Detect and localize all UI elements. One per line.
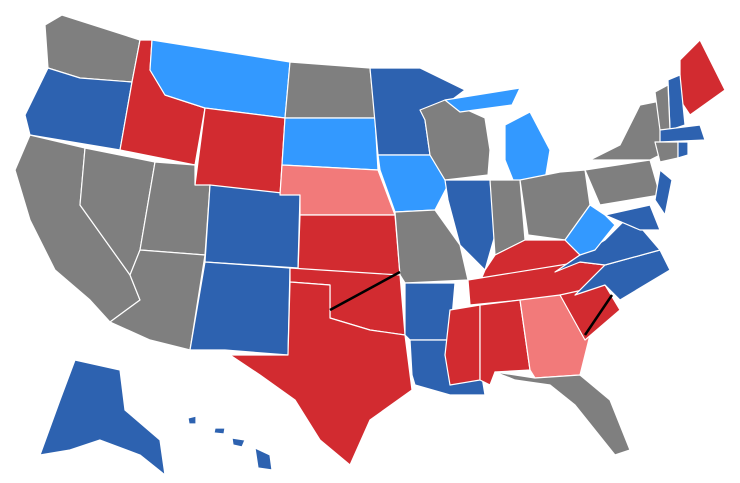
state-WV[interactable] — [564, 204, 616, 256]
state-KS[interactable] — [297, 214, 401, 276]
state-MI[interactable] — [504, 111, 551, 186]
divider-line-carolinas — [583, 294, 614, 336]
state-TX[interactable] — [229, 281, 413, 466]
state-ND[interactable] — [284, 61, 376, 119]
state-PA[interactable] — [584, 159, 661, 206]
state-HI-island-2[interactable] — [213, 427, 226, 435]
state-HI-island-4[interactable] — [254, 447, 273, 471]
state-MI-upper[interactable] — [444, 87, 521, 113]
state-RI[interactable] — [677, 141, 689, 159]
state-MA[interactable] — [659, 124, 706, 143]
divider-line-oklahoma — [329, 270, 401, 312]
state-NJ[interactable] — [654, 169, 673, 216]
state-HI-island-1[interactable] — [187, 415, 197, 425]
state-CT[interactable] — [654, 141, 679, 163]
state-AZ[interactable] — [109, 249, 206, 351]
state-MS[interactable] — [444, 304, 481, 386]
state-WY[interactable] — [194, 107, 286, 196]
state-NM[interactable] — [189, 261, 291, 356]
state-ME[interactable] — [679, 39, 726, 116]
state-FL[interactable] — [494, 371, 631, 456]
state-CO[interactable] — [204, 184, 301, 269]
state-SD[interactable] — [281, 117, 379, 171]
state-AK[interactable] — [39, 359, 166, 476]
state-HI-island-3[interactable] — [231, 437, 246, 448]
state-MD[interactable] — [604, 204, 661, 231]
